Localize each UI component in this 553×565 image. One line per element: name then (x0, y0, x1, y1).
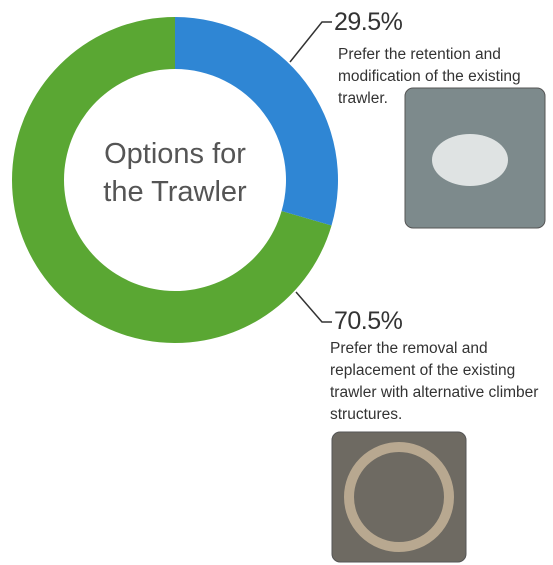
leader-line (289, 21, 332, 63)
category-label: Prefer the retention and modification of… (338, 46, 521, 107)
photo-detail (432, 134, 508, 186)
donut-segment (11, 16, 332, 343)
category-label: Prefer the removal and replacement of th… (330, 340, 539, 423)
chart-title: Options for the Trawler (103, 138, 247, 208)
leader-line (295, 291, 332, 323)
value-label: 29.5% (334, 8, 403, 36)
value-label: 70.5% (334, 307, 403, 335)
donut-segment (175, 17, 338, 226)
photo-detail (344, 442, 454, 552)
